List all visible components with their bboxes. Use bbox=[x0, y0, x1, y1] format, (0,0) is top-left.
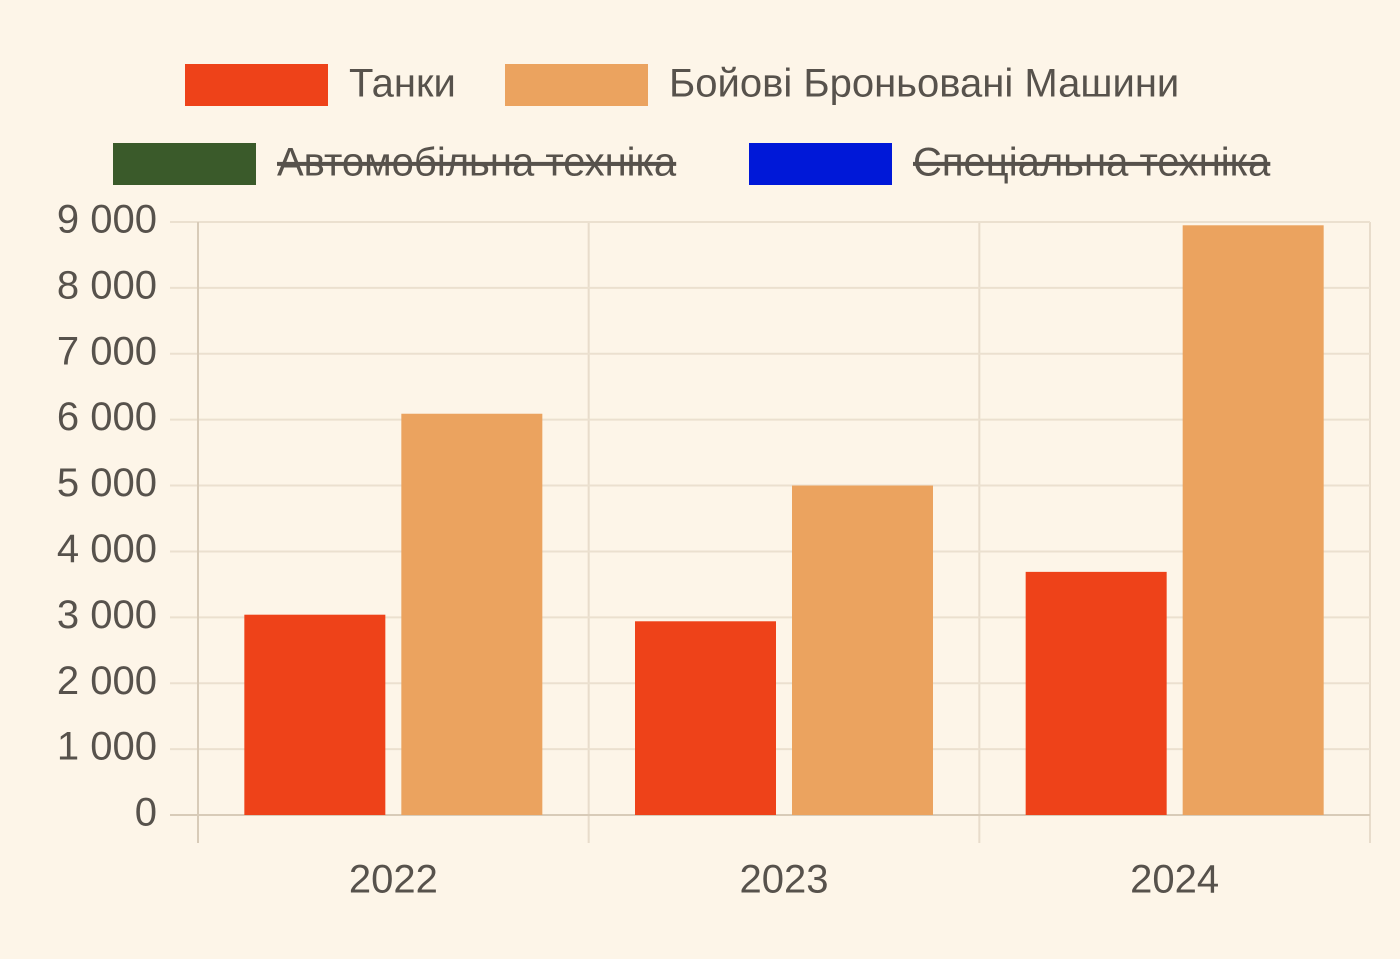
legend-swatch[interactable] bbox=[185, 64, 328, 106]
x-tick-label: 2023 bbox=[740, 858, 829, 902]
legend-swatch[interactable] bbox=[749, 143, 892, 185]
x-tick-label: 2022 bbox=[349, 858, 438, 902]
y-tick-label: 3 000 bbox=[57, 593, 157, 637]
bar bbox=[1182, 225, 1324, 816]
legend-swatch[interactable] bbox=[113, 143, 256, 185]
legend-label[interactable]: Автомобільна техніка bbox=[277, 141, 677, 185]
y-tick-label: 0 bbox=[135, 791, 157, 835]
y-tick-label: 7 000 bbox=[57, 329, 157, 373]
bar bbox=[401, 413, 543, 815]
y-tick-label: 9 000 bbox=[57, 198, 157, 242]
legend-label[interactable]: Бойові Броньовані Машини bbox=[669, 62, 1179, 106]
bar bbox=[635, 621, 776, 815]
legend-swatch[interactable] bbox=[505, 64, 648, 106]
bar bbox=[1025, 571, 1167, 815]
legend-label[interactable]: Спеціальна техніка bbox=[913, 141, 1271, 185]
y-tick-label: 2 000 bbox=[57, 659, 157, 703]
y-tick-label: 8 000 bbox=[57, 263, 157, 307]
y-tick-label: 5 000 bbox=[57, 461, 157, 505]
bar bbox=[244, 614, 386, 815]
y-tick-label: 6 000 bbox=[57, 395, 157, 439]
legend-label[interactable]: Танки bbox=[349, 62, 456, 106]
y-tick-label: 1 000 bbox=[57, 725, 157, 769]
bar bbox=[792, 485, 933, 815]
x-tick-label: 2024 bbox=[1130, 858, 1219, 902]
y-tick-label: 4 000 bbox=[57, 527, 157, 571]
